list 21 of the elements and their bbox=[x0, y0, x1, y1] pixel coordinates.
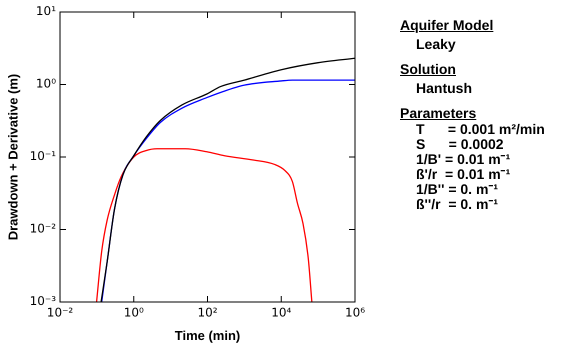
text: 1/B' = 0.01 m⁻¹ bbox=[416, 151, 512, 167]
text: T = 0.001 m²/min bbox=[416, 121, 545, 137]
x-tick-label: 10⁰ bbox=[124, 305, 144, 320]
text: Solution bbox=[400, 60, 457, 78]
y-axis-title: Drawdown + Derivative (m) bbox=[5, 74, 20, 240]
text: 1/B'' = 0. m⁻¹ bbox=[416, 181, 500, 197]
text: Aquifer Model bbox=[400, 16, 494, 34]
text: Hantush bbox=[416, 79, 473, 98]
y-tick-label: 10¹ bbox=[36, 4, 56, 18]
text: ß''/r = 0. m⁻¹ bbox=[416, 196, 500, 212]
text: Leaky bbox=[416, 35, 457, 54]
text: S = 0.0002 bbox=[416, 136, 505, 152]
text: ß'/r = 0.01 m⁻¹ bbox=[416, 166, 512, 182]
y-tick-label: 10⁰ bbox=[36, 76, 56, 91]
text: Parameters bbox=[400, 104, 478, 122]
y-tick-label: 10⁻² bbox=[30, 222, 56, 236]
x-tick-label: 10⁶ bbox=[344, 305, 366, 320]
x-axis-title: Time (min) bbox=[174, 328, 240, 343]
x-tick-label: 10² bbox=[197, 305, 218, 320]
x-tick-label: 10⁴ bbox=[271, 305, 292, 320]
y-tick-label: 10⁻¹ bbox=[30, 149, 56, 164]
